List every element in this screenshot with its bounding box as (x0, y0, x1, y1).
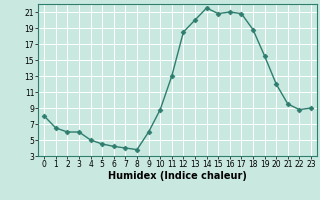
X-axis label: Humidex (Indice chaleur): Humidex (Indice chaleur) (108, 171, 247, 181)
